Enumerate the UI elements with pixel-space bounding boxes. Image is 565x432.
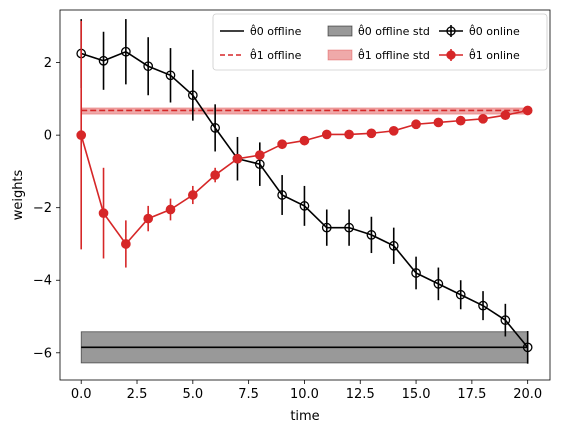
data-point-theta1 bbox=[143, 213, 154, 224]
x-tick-label: 15.0 bbox=[402, 387, 431, 402]
legend-label: θ̂0 online bbox=[469, 24, 520, 38]
legend-label: θ̂0 offline bbox=[250, 24, 302, 38]
y-tick-label: −2 bbox=[33, 201, 52, 216]
data-point-theta0 bbox=[277, 190, 287, 200]
legend-label: θ̂1 offline bbox=[250, 48, 302, 62]
data-point-theta0 bbox=[165, 70, 176, 81]
y-tick-label: −4 bbox=[33, 274, 52, 289]
data-point-theta0 bbox=[433, 279, 444, 289]
data-point-theta1 bbox=[500, 110, 511, 121]
y-axis-label: weights bbox=[11, 169, 26, 220]
x-tick-label: 12.5 bbox=[346, 387, 375, 402]
data-point-theta0 bbox=[254, 159, 265, 170]
data-point-theta0 bbox=[500, 315, 511, 325]
data-point-theta1 bbox=[254, 150, 265, 160]
x-tick-label: 7.5 bbox=[238, 387, 259, 402]
data-point-theta1 bbox=[388, 125, 399, 136]
data-point-theta1 bbox=[76, 130, 87, 140]
x-tick-label: 2.5 bbox=[127, 387, 148, 402]
data-point-theta1 bbox=[478, 113, 488, 124]
data-point-theta1 bbox=[98, 208, 109, 218]
legend-label: θ̂1 online bbox=[469, 48, 520, 62]
data-point-theta1 bbox=[411, 119, 421, 130]
plot-area bbox=[76, 19, 533, 364]
x-tick-label: 10.0 bbox=[290, 387, 319, 402]
legend-swatch-marker bbox=[446, 50, 456, 60]
legend-swatch-marker bbox=[446, 26, 456, 36]
data-point-theta0 bbox=[344, 222, 354, 233]
data-point-theta0 bbox=[321, 222, 332, 233]
data-point-theta0 bbox=[522, 342, 533, 353]
axes-frame bbox=[59, 9, 551, 381]
y-tick-label: −6 bbox=[33, 346, 52, 361]
data-point-theta1 bbox=[121, 239, 131, 249]
x-tick-label: 0.0 bbox=[71, 387, 92, 402]
x-tick-label: 5.0 bbox=[182, 387, 203, 402]
data-point-theta1 bbox=[455, 115, 466, 126]
legend-swatch-band bbox=[327, 25, 353, 37]
data-point-theta1 bbox=[232, 153, 243, 164]
legend-label: θ̂0 offline std bbox=[358, 24, 430, 38]
data-point-theta1 bbox=[187, 190, 198, 200]
data-point-theta0 bbox=[121, 46, 131, 57]
axis-ticks: 0.0 2.5 5.0 7.5 10.0 12.5 15.0 17.5 20.0 2 0 −2 −4 −6 bbox=[33, 56, 542, 402]
data-point-theta1 bbox=[366, 128, 377, 139]
data-point-theta0 bbox=[299, 201, 310, 211]
legend-box bbox=[212, 13, 548, 71]
x-tick-label: 20.0 bbox=[513, 387, 542, 402]
data-point-theta1 bbox=[433, 117, 444, 128]
data-point-theta0 bbox=[478, 300, 488, 311]
legend-label: θ̂1 offline std bbox=[358, 48, 430, 62]
data-point-theta1 bbox=[165, 204, 176, 215]
data-point-theta0 bbox=[366, 230, 377, 240]
legend-swatch-band bbox=[327, 49, 353, 61]
data-point-theta0 bbox=[411, 268, 421, 278]
data-point-theta0 bbox=[187, 90, 198, 101]
data-point-theta0 bbox=[210, 123, 220, 133]
y-tick-label: 2 bbox=[44, 56, 52, 71]
data-point-theta1 bbox=[522, 105, 533, 116]
y-tick-label: 0 bbox=[44, 129, 52, 144]
data-point-theta1 bbox=[210, 170, 220, 180]
legend: θ̂0 offline θ̂1 offline θ̂0 offline std θ̂1… bbox=[212, 13, 548, 71]
data-point-theta1 bbox=[321, 129, 332, 140]
x-axis-label: time bbox=[290, 409, 319, 424]
data-point-theta1 bbox=[299, 135, 310, 146]
data-point-theta0 bbox=[388, 240, 399, 251]
x-tick-label: 17.5 bbox=[457, 387, 486, 402]
data-point-theta1 bbox=[344, 129, 354, 140]
data-point-theta1 bbox=[277, 139, 287, 150]
data-point-theta0 bbox=[455, 289, 466, 300]
data-point-theta0 bbox=[98, 55, 109, 66]
data-point-theta0 bbox=[143, 61, 154, 72]
online-line-theta0 bbox=[80, 50, 529, 348]
